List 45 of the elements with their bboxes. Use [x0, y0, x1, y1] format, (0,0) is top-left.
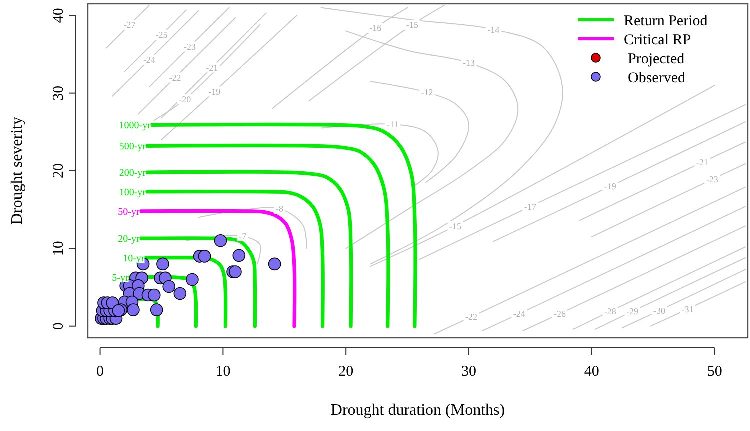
point: [174, 287, 187, 300]
point: [150, 304, 164, 316]
x-tick-label: 0: [96, 364, 104, 380]
x-tick-label: 50: [707, 364, 722, 380]
legend-label: Projected: [628, 51, 686, 68]
y-axis-title: Drought severity: [9, 117, 26, 225]
annotation: 1000-yr: [119, 120, 152, 132]
line-series: [150, 122, 418, 328]
x-axis-title: Drought duration (Months): [330, 402, 506, 419]
line-series: [145, 144, 390, 328]
legend-label: Observed: [628, 70, 686, 86]
point: [232, 249, 246, 262]
annotation: 5-yr: [112, 272, 130, 284]
annotation: 100-yr: [119, 187, 147, 198]
y-tick-label: 30: [51, 86, 67, 101]
annotation: 500-yr: [119, 142, 147, 153]
point: [186, 273, 199, 286]
x-tick-label: 30: [462, 364, 477, 380]
point: [214, 234, 228, 248]
point: [148, 288, 161, 302]
y-tick-label: 10: [51, 241, 67, 256]
point: [156, 258, 170, 271]
y-tick-label: 20: [51, 164, 67, 178]
annotation: 200-yr: [119, 168, 147, 180]
line-series: [145, 190, 325, 328]
point: [229, 266, 242, 278]
annotation: 10-yr: [123, 253, 146, 264]
annotation: -8: [276, 204, 284, 214]
annotation: 20-yr: [118, 234, 141, 246]
line-series: [370, 81, 470, 184]
legend-label: Return Period: [624, 13, 708, 30]
point: [162, 280, 176, 294]
y-tick-label: 40: [51, 8, 67, 24]
annotation: 50-yr: [118, 206, 141, 218]
point: [112, 304, 126, 318]
point: [127, 304, 140, 316]
point: [198, 250, 212, 263]
x-tick-label: 40: [584, 364, 600, 380]
point: [268, 258, 282, 271]
y-tick-label: 0: [51, 322, 67, 330]
x-tick-label: 20: [338, 364, 354, 380]
annotation: -7: [239, 231, 248, 242]
legend-label: Critical RP: [624, 32, 692, 48]
x-tick-label: 10: [216, 364, 231, 380]
line-series: [145, 170, 354, 328]
